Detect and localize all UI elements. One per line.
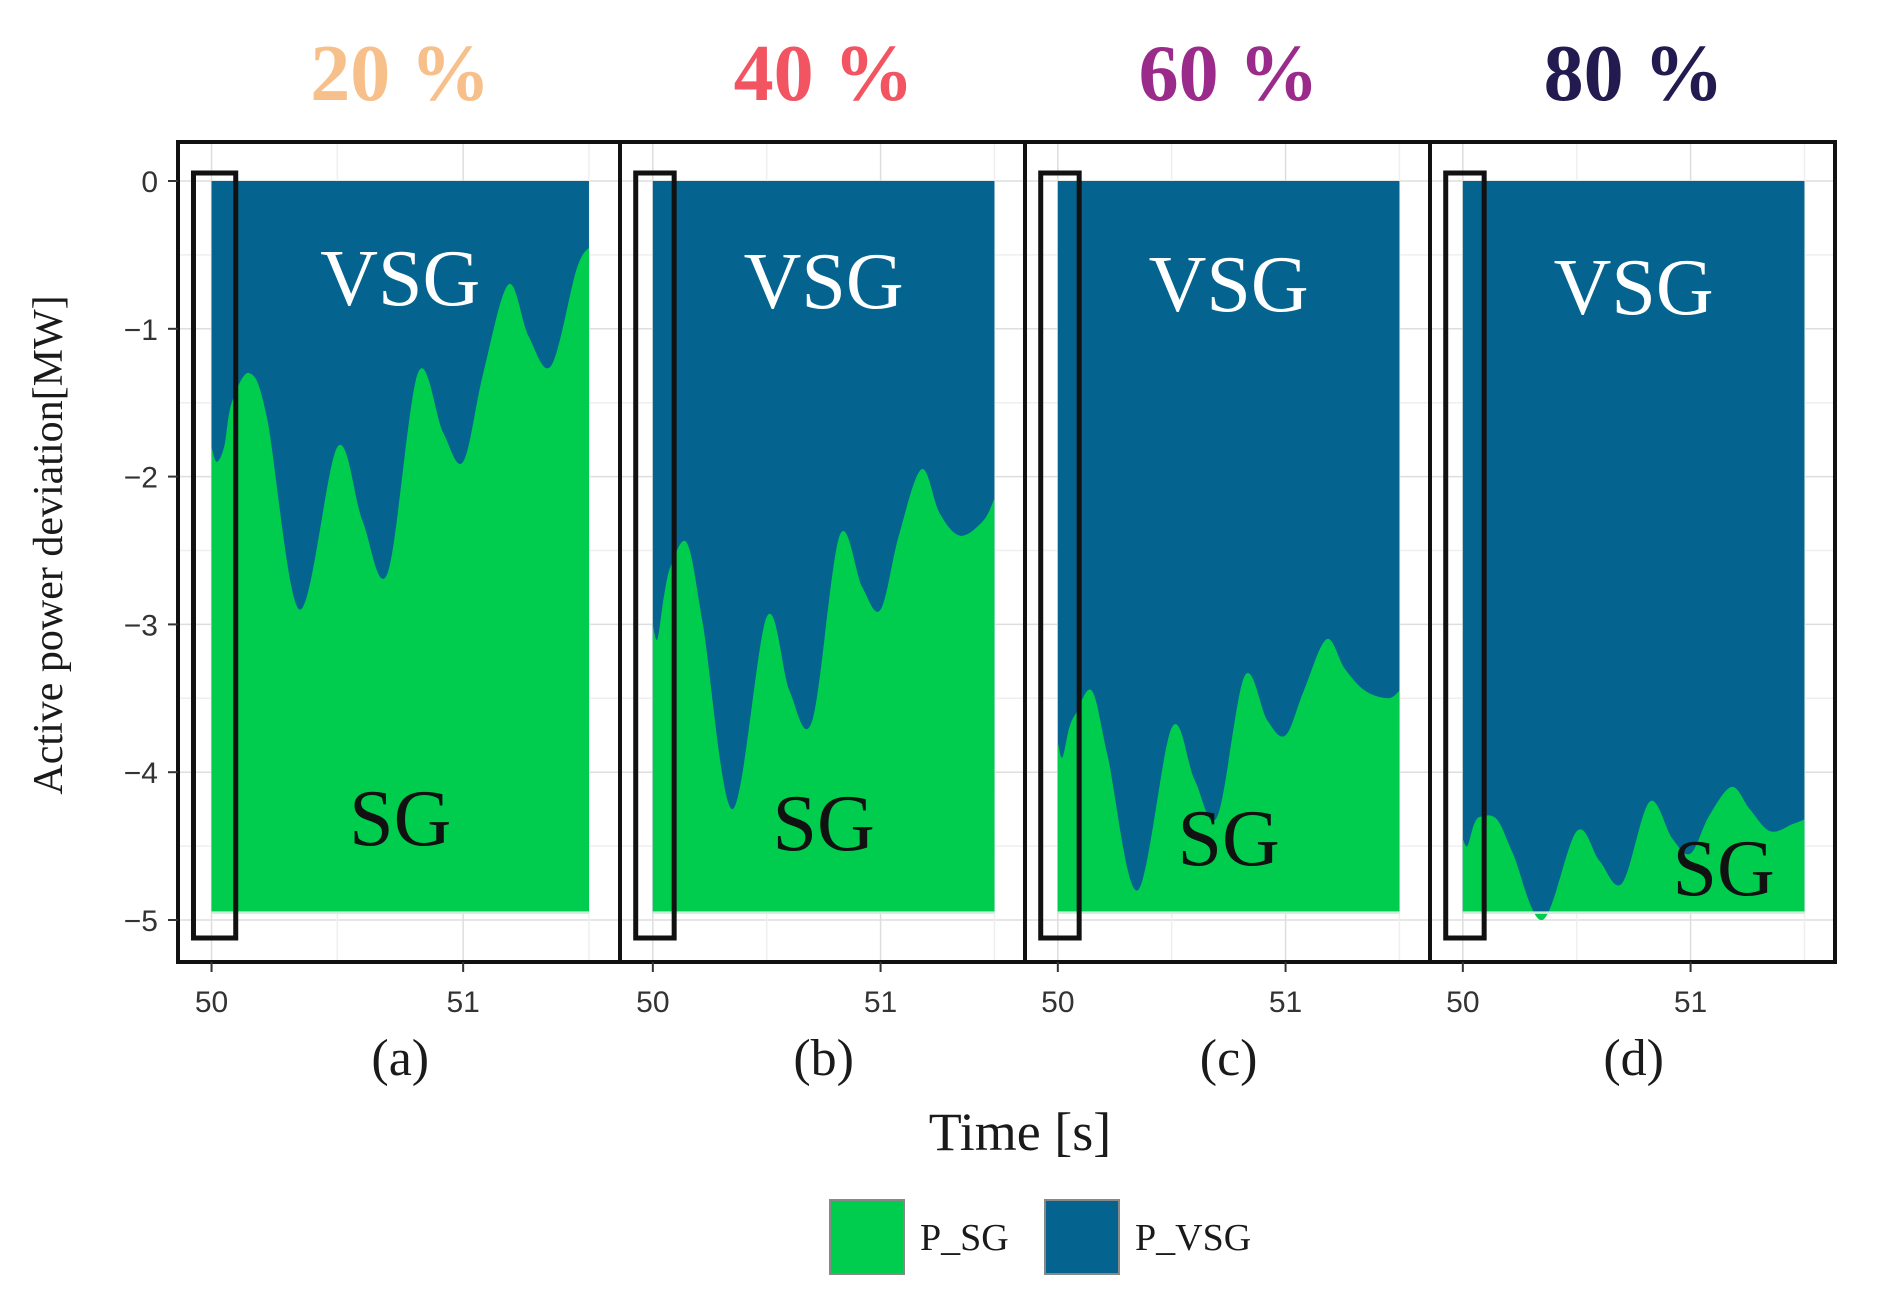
- y-tick-label: −3: [124, 609, 158, 642]
- panel-frame: [1428, 140, 1837, 964]
- vsg-label: VSG: [320, 235, 480, 323]
- x-axis-label: Time [s]: [929, 1102, 1112, 1162]
- sg-area: [1462, 786, 1805, 921]
- y-tick-label: −1: [124, 314, 158, 347]
- panel-caption: (a): [371, 1030, 429, 1087]
- x-tick-label: 50: [1041, 986, 1074, 1019]
- x-tick-label: 51: [446, 986, 479, 1019]
- x-tick-label: 50: [195, 986, 228, 1019]
- legend-swatch: [829, 1199, 905, 1275]
- legend-label: P_SG: [920, 1217, 1009, 1259]
- panel-caption: (d): [1603, 1030, 1664, 1087]
- sg-label: SG: [349, 775, 451, 863]
- sg-label: SG: [1673, 825, 1775, 913]
- y-tick-label: −4: [124, 757, 158, 790]
- panel-a: VSG SG 50 51 (a): [176, 140, 622, 1087]
- sg-label: SG: [773, 780, 875, 868]
- vsg-label: VSG: [1149, 241, 1309, 329]
- y-tick-label: −5: [124, 905, 158, 938]
- x-tick-label: 50: [1446, 986, 1479, 1019]
- y-tick-label: 0: [141, 166, 158, 199]
- legend-swatch: [1044, 1199, 1120, 1275]
- highlight-box: [190, 170, 239, 941]
- vsg-area: [1462, 181, 1805, 913]
- highlight-box: [1443, 170, 1487, 941]
- vsg-label: VSG: [1554, 244, 1714, 332]
- panel-c: VSG SG 50 51 (c): [1023, 140, 1432, 1087]
- x-tick-label: 50: [636, 986, 669, 1019]
- legend-label: P_VSG: [1135, 1217, 1251, 1259]
- panel-d: VSG SG 50 51 (d): [1428, 140, 1837, 1087]
- panel-title: 20 %: [310, 30, 490, 118]
- x-tick-label: 51: [1269, 986, 1302, 1019]
- y-axis: 0 −1 −2 −3 −4 −5: [124, 166, 178, 938]
- panel-titles: 20 % 40 % 60 % 80 %: [310, 30, 1723, 118]
- sg-area: [211, 247, 589, 913]
- plot-panels: VSG SG 50 51 (a) VSG SG 50 51 (b) VSG SG 50 51 (c) VSG S…: [176, 140, 1837, 1087]
- highlight-box: [1038, 170, 1082, 941]
- sg-area: [1057, 638, 1400, 913]
- sg-label: SG: [1178, 795, 1280, 883]
- panel-caption: (c): [1200, 1030, 1258, 1087]
- y-tick-label: −2: [124, 462, 158, 495]
- panel-title: 40 %: [734, 30, 914, 118]
- panel-title: 60 %: [1139, 30, 1319, 118]
- y-axis-label: Active power deviation[MW]: [26, 295, 72, 794]
- legend: P_SG P_VSG: [829, 1199, 1251, 1275]
- vsg-label: VSG: [744, 238, 904, 326]
- panel-title: 80 %: [1544, 30, 1724, 118]
- x-tick-label: 51: [864, 986, 897, 1019]
- panel-b: VSG SG 50 51 (b): [618, 140, 1027, 1087]
- sg-area: [652, 468, 995, 913]
- panel-caption: (b): [793, 1030, 854, 1087]
- x-tick-label: 51: [1674, 986, 1707, 1019]
- highlight-box: [633, 170, 677, 941]
